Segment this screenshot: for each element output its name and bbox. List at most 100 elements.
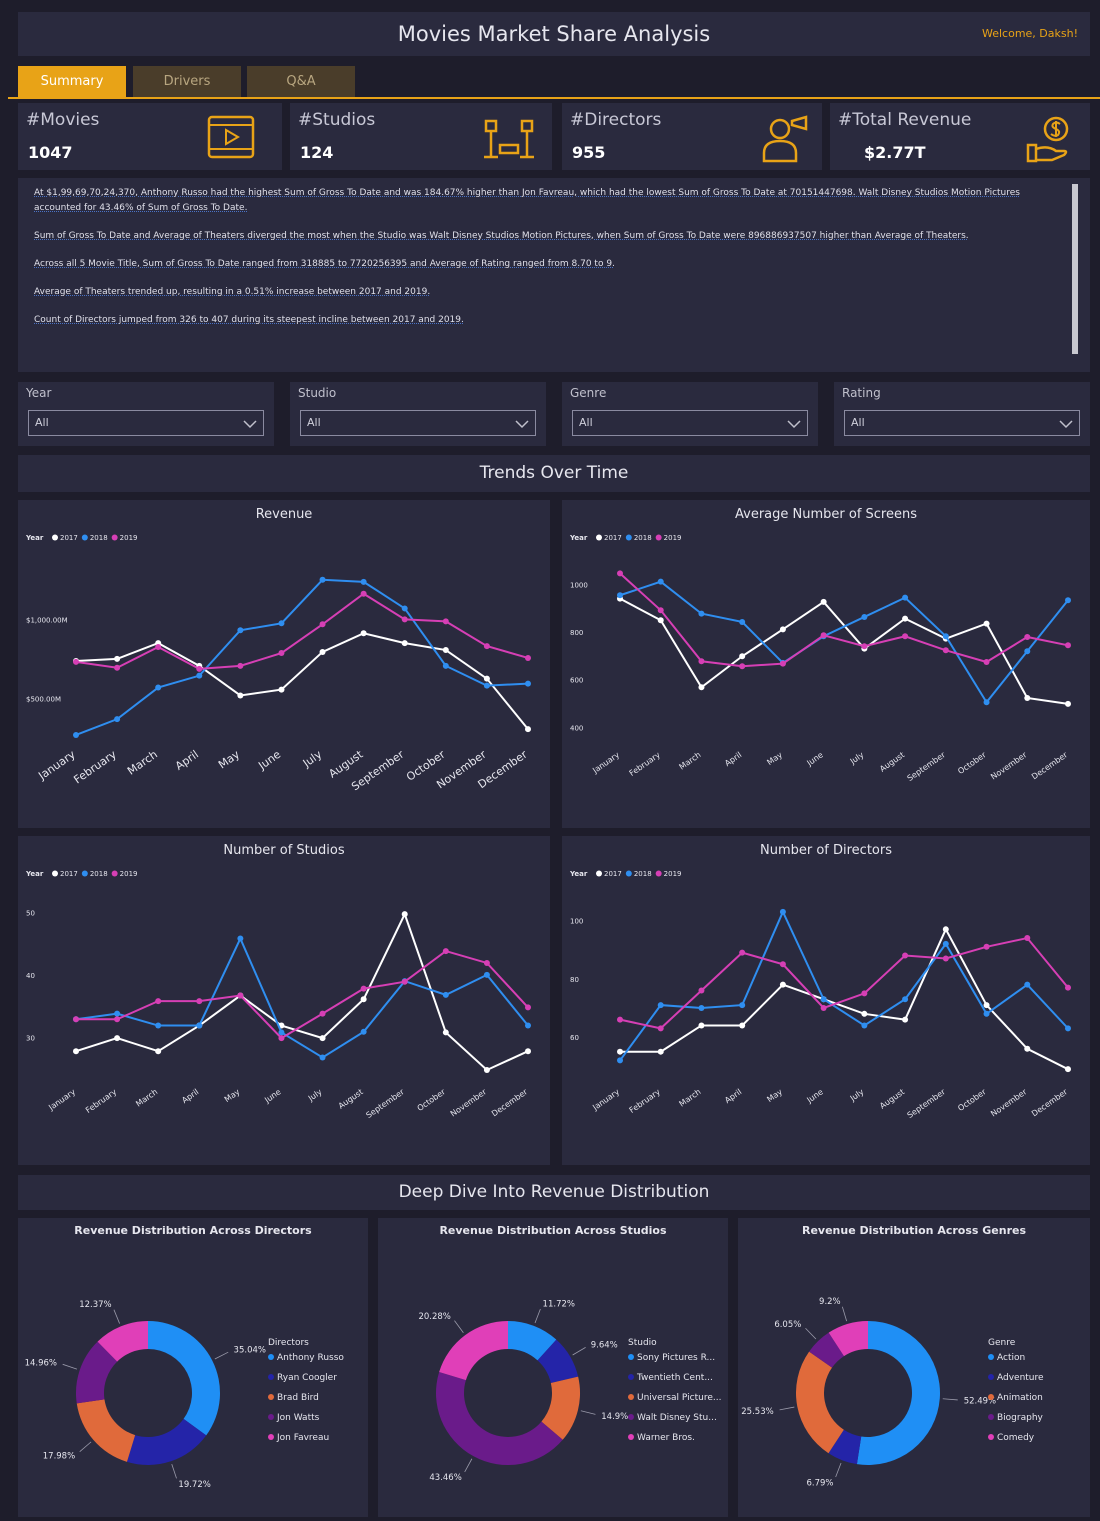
- kpi-card: #Studios 124: [290, 103, 552, 170]
- x-tick-label: March: [677, 1087, 702, 1108]
- data-point: [942, 647, 949, 654]
- data-point: [155, 1048, 162, 1055]
- data-point: [483, 643, 490, 650]
- legend-marker: [111, 534, 118, 541]
- legend-label: Adventure: [997, 1373, 1044, 1383]
- data-point: [617, 1057, 623, 1064]
- legend-label: Action: [997, 1353, 1025, 1363]
- legend-marker: [625, 534, 632, 541]
- icon-shape: [225, 128, 240, 146]
- filter[interactable]: Rating All: [834, 382, 1090, 446]
- section-header: Deep Dive Into Revenue Distribution: [18, 1175, 1090, 1210]
- legend-label: Animation: [997, 1393, 1043, 1403]
- leader-line: [454, 1320, 464, 1333]
- filter[interactable]: Studio All: [290, 382, 546, 446]
- x-tick-label: September: [364, 1087, 406, 1120]
- y-tick-label: 50: [26, 909, 35, 917]
- legend-marker: [111, 870, 118, 877]
- donut-slice: [97, 1321, 148, 1362]
- tab[interactable]: Summary: [18, 66, 126, 97]
- kpi-card: #Total Revenue $2.77T: [830, 103, 1090, 170]
- chart-panel: Number of Directors Year 2017 2018 2019 60 80 1…: [562, 836, 1090, 1165]
- data-point: [360, 630, 367, 637]
- line-chart: Number of Studios Year 2017 2018 2019 30 40 50 J…: [25, 843, 531, 1120]
- director-icon: [762, 115, 808, 163]
- data-label: 6.79%: [806, 1479, 833, 1489]
- icon-shape: [1043, 116, 1069, 142]
- data-label: 19.72%: [178, 1480, 210, 1490]
- donut-slice: [828, 1429, 862, 1465]
- page-title: Movies Market Share Analysis: [397, 22, 711, 46]
- dropdown[interactable]: All: [572, 410, 808, 436]
- data-point: [902, 633, 909, 640]
- data-point: [278, 1035, 285, 1042]
- data-point: [196, 1022, 203, 1029]
- data-point: [1065, 1066, 1071, 1073]
- filter[interactable]: Genre All: [562, 382, 818, 446]
- dropdown[interactable]: All: [300, 410, 536, 436]
- x-tick-label: July: [300, 748, 325, 771]
- data-point: [278, 620, 285, 627]
- x-tick-label: February: [628, 750, 662, 778]
- donut-chart: Revenue Distribution Across Directors 35.…: [25, 1224, 345, 1490]
- data-point: [820, 598, 827, 605]
- data-point: [657, 607, 664, 614]
- data-point: [442, 991, 449, 998]
- dropdown[interactable]: All: [28, 410, 264, 436]
- data-point: [360, 996, 367, 1003]
- legend-marker: [596, 534, 602, 541]
- narrative-text: Sum of Gross To Date and Average of Thea…: [34, 231, 969, 241]
- filter-label: Genre: [570, 386, 607, 400]
- data-point: [237, 627, 244, 634]
- leader-line: [841, 1306, 848, 1322]
- data-point: [983, 620, 990, 627]
- x-tick-label: August: [337, 1087, 365, 1110]
- welcome-text: Welcome, Daksh!: [981, 27, 1078, 40]
- x-tick-label: June: [255, 748, 283, 773]
- legend-marker: [988, 1434, 994, 1440]
- dropdown[interactable]: All: [844, 410, 1080, 436]
- filter[interactable]: Year All: [18, 382, 274, 446]
- data-point: [483, 1066, 490, 1073]
- data-point: [657, 1048, 664, 1055]
- data-point: [401, 616, 408, 623]
- donut-slice: [537, 1339, 579, 1384]
- data-point: [155, 1022, 162, 1029]
- legend-label: Warner Bros.: [637, 1433, 695, 1443]
- data-label: 52.49%: [964, 1396, 996, 1406]
- tab[interactable]: Q&A: [247, 66, 355, 97]
- x-tick-label: February: [84, 1087, 118, 1115]
- data-label: 35.04%: [234, 1345, 266, 1355]
- icon-shape: [484, 119, 534, 159]
- series-line: [619, 909, 1069, 1062]
- donut-slice: [436, 1371, 563, 1465]
- donut-slice: [439, 1321, 508, 1381]
- chart-title: Number of Studios: [223, 843, 344, 858]
- legend-title: Year: [569, 870, 588, 878]
- leader-line: [62, 1363, 78, 1370]
- legend-marker: [988, 1414, 994, 1420]
- data-point: [319, 1010, 326, 1017]
- data-point: [442, 948, 449, 955]
- legend-label: 2018: [634, 870, 652, 878]
- series-line: [75, 578, 529, 736]
- x-tick-label: March: [677, 750, 702, 771]
- narrative-text: Count of Directors jumped from 326 to 40…: [34, 315, 464, 325]
- legend-marker: [628, 1394, 634, 1400]
- x-tick-label: March: [134, 1087, 159, 1108]
- icon-shape: [762, 115, 808, 163]
- data-point: [196, 672, 203, 679]
- studio-icon: [484, 119, 534, 159]
- data-point: [237, 692, 244, 699]
- x-tick-label: July: [306, 1087, 324, 1103]
- legend-label: 2019: [664, 534, 682, 542]
- data-point: [861, 1022, 868, 1029]
- data-point: [319, 648, 326, 655]
- scrollbar[interactable]: [1072, 184, 1078, 354]
- series-line: [619, 580, 1069, 704]
- tab[interactable]: Drivers: [133, 66, 241, 97]
- data-point: [442, 662, 449, 669]
- data-label: 12.37%: [79, 1300, 111, 1310]
- leader-line: [805, 1327, 817, 1340]
- data-point: [983, 943, 990, 950]
